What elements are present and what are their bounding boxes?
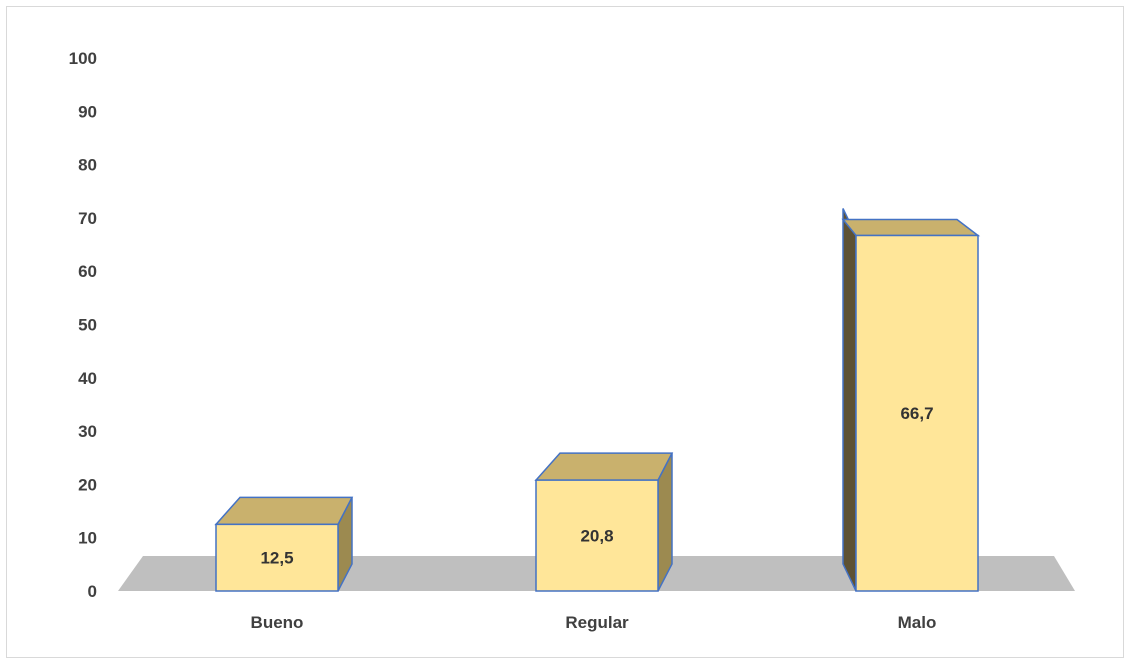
y-tick-label: 10 [78, 529, 97, 548]
bar-top [214, 496, 354, 526]
y-tick-label: 70 [78, 209, 97, 228]
bar-front [215, 523, 339, 592]
data-label: 12,5 [260, 549, 293, 568]
y-tick-label: 60 [78, 262, 97, 281]
y-tick-label: 30 [78, 422, 97, 441]
bar-side [842, 208, 857, 592]
bar-front [855, 234, 979, 592]
data-label: 66,7 [900, 404, 933, 423]
y-axis-ticks: 0 10 20 30 40 50 60 70 80 90 100 [69, 49, 97, 601]
y-tick-label: 0 [88, 582, 97, 601]
y-tick-label: 20 [78, 475, 97, 494]
y-tick-label: 40 [78, 369, 97, 388]
bar-front [535, 479, 659, 592]
bar-top [841, 218, 981, 237]
x-axis-labels: Bueno Regular Malo [251, 613, 937, 632]
y-tick-label: 50 [78, 316, 97, 335]
y-tick-label: 80 [78, 156, 97, 175]
x-tick-label: Malo [898, 613, 937, 632]
bar-top [534, 452, 674, 481]
data-label: 20,8 [580, 527, 613, 546]
bar-regular: 20,8 [534, 452, 674, 592]
bar-bueno: 12,5 [214, 496, 354, 592]
bars: 12,5 20,8 66,7 [214, 208, 981, 592]
y-tick-label: 100 [69, 49, 97, 68]
x-tick-label: Regular [565, 613, 629, 632]
bar-malo: 66,7 [841, 208, 981, 592]
x-tick-label: Bueno [251, 613, 304, 632]
y-tick-label: 90 [78, 102, 97, 121]
